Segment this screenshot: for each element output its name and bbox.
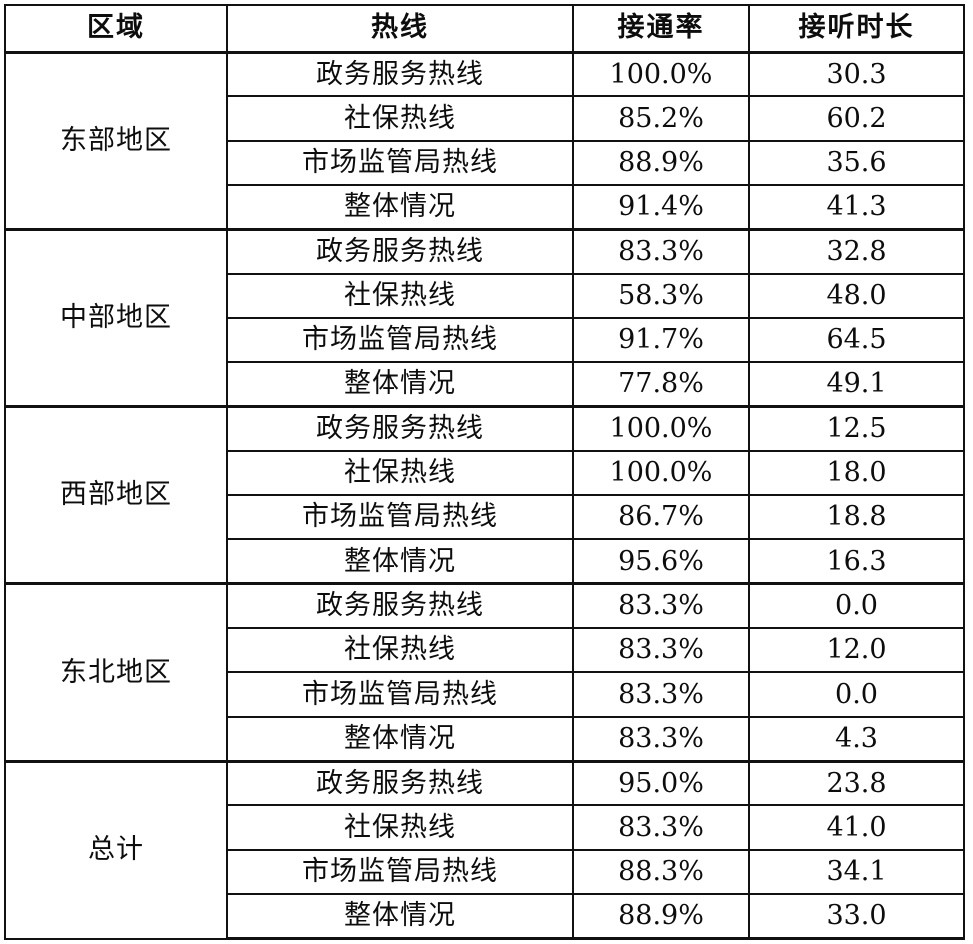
table-row: 东北地区 政务服务热线 83.3% 0.0 bbox=[4, 582, 965, 763]
connection-rate-cell: 95.0% bbox=[572, 759, 750, 807]
answer-duration-cell: 32.8 bbox=[748, 227, 965, 275]
hotline-cell: 市场监管局热线 bbox=[226, 139, 574, 186]
answer-duration-cell: 48.0 bbox=[748, 272, 965, 319]
connection-rate-cell: 83.3% bbox=[572, 627, 750, 674]
connection-rate-cell: 88.3% bbox=[572, 848, 750, 895]
region-cell: 西部地区 bbox=[4, 404, 228, 585]
hotline-cell: 社保热线 bbox=[226, 272, 574, 319]
hotline-cell: 市场监管局热线 bbox=[226, 494, 574, 541]
region-cell: 中部地区 bbox=[4, 227, 228, 408]
connection-rate-cell: 100.0% bbox=[572, 404, 750, 452]
table-row: 市场监管局热线 88.9% 35.6 bbox=[5, 139, 965, 186]
connection-rate-cell: 88.9% bbox=[572, 139, 750, 186]
answer-duration-cell: 0.0 bbox=[748, 671, 965, 718]
answer-duration-cell: 18.0 bbox=[748, 449, 965, 497]
connection-rate-cell: 83.3% bbox=[572, 227, 750, 275]
region-cell: 总计 bbox=[4, 759, 228, 940]
answer-duration-cell: 30.3 bbox=[748, 50, 965, 98]
hotline-cell: 政务服务热线 bbox=[226, 227, 574, 275]
table-row: 整体情况 88.9% 33.0 bbox=[5, 892, 965, 940]
hotline-statistics-table: 区域 热线 接通率 接听时长 东部地区 政务服务热线 100.0% 30.3 社保热线 8… bbox=[4, 4, 965, 940]
table-row: 整体情况 77.8% 49.1 bbox=[5, 361, 965, 409]
table-row: 总计 政务服务热线 95.0% 23.8 bbox=[4, 759, 965, 940]
answer-duration-cell: 16.3 bbox=[748, 538, 965, 586]
column-header-rate: 接通率 bbox=[572, 4, 750, 53]
hotline-cell: 社保热线 bbox=[226, 804, 574, 851]
hotline-cell: 整体情况 bbox=[226, 183, 574, 231]
hotline-cell: 政务服务热线 bbox=[226, 50, 574, 98]
connection-rate-cell: 91.7% bbox=[572, 316, 750, 364]
hotline-cell: 社保热线 bbox=[226, 627, 574, 674]
table-row: 市场监管局热线 86.7% 18.8 bbox=[5, 494, 965, 541]
connection-rate-cell: 83.3% bbox=[572, 671, 750, 718]
answer-duration-cell: 35.6 bbox=[748, 139, 965, 186]
table-row: 社保热线 85.2% 60.2 bbox=[5, 95, 965, 142]
answer-duration-cell: 33.0 bbox=[748, 892, 965, 940]
answer-duration-cell: 41.0 bbox=[748, 804, 965, 851]
region-cell: 东北地区 bbox=[4, 582, 228, 763]
table-row: 中部地区 政务服务热线 83.3% 32.8 bbox=[4, 227, 965, 408]
connection-rate-cell: 85.2% bbox=[572, 95, 750, 142]
table-row: 整体情况 91.4% 41.3 bbox=[5, 183, 965, 231]
table-row: 市场监管局热线 88.3% 34.1 bbox=[5, 848, 965, 895]
table-row: 市场监管局热线 83.3% 0.0 bbox=[5, 671, 965, 718]
hotline-cell: 政务服务热线 bbox=[226, 582, 574, 630]
hotline-cell: 整体情况 bbox=[226, 361, 574, 409]
hotline-cell: 市场监管局热线 bbox=[226, 316, 574, 364]
table-row: 整体情况 95.6% 16.3 bbox=[5, 538, 965, 586]
hotline-cell: 市场监管局热线 bbox=[226, 671, 574, 718]
answer-duration-cell: 0.0 bbox=[748, 582, 965, 630]
table-row: 西部地区 政务服务热线 100.0% 12.5 bbox=[4, 404, 965, 585]
hotline-cell: 政务服务热线 bbox=[226, 404, 574, 452]
column-header-region: 区域 bbox=[4, 4, 228, 53]
answer-duration-cell: 4.3 bbox=[748, 715, 965, 763]
table-row: 整体情况 83.3% 4.3 bbox=[5, 715, 965, 763]
connection-rate-cell: 58.3% bbox=[572, 272, 750, 319]
connection-rate-cell: 100.0% bbox=[572, 449, 750, 497]
answer-duration-cell: 12.5 bbox=[748, 404, 965, 452]
table-row: 东部地区 政务服务热线 100.0% 30.3 bbox=[4, 50, 965, 231]
answer-duration-cell: 64.5 bbox=[748, 316, 965, 364]
hotline-cell: 社保热线 bbox=[226, 449, 574, 497]
connection-rate-cell: 100.0% bbox=[572, 50, 750, 98]
column-header-duration: 接听时长 bbox=[748, 4, 965, 53]
hotline-cell: 整体情况 bbox=[226, 715, 574, 763]
connection-rate-cell: 83.3% bbox=[572, 582, 750, 630]
answer-duration-cell: 41.3 bbox=[748, 183, 965, 231]
column-header-hotline: 热线 bbox=[226, 4, 574, 53]
table-row: 社保热线 100.0% 18.0 bbox=[5, 449, 965, 497]
connection-rate-cell: 88.9% bbox=[572, 892, 750, 940]
connection-rate-cell: 83.3% bbox=[572, 715, 750, 763]
hotline-cell: 市场监管局热线 bbox=[226, 848, 574, 895]
answer-duration-cell: 12.0 bbox=[748, 627, 965, 674]
hotline-cell: 整体情况 bbox=[226, 538, 574, 586]
table-header: 区域 热线 接通率 接听时长 bbox=[4, 4, 965, 53]
connection-rate-cell: 77.8% bbox=[572, 361, 750, 409]
connection-rate-cell: 91.4% bbox=[572, 183, 750, 231]
connection-rate-cell: 95.6% bbox=[572, 538, 750, 586]
connection-rate-cell: 86.7% bbox=[572, 494, 750, 541]
answer-duration-cell: 34.1 bbox=[748, 848, 965, 895]
connection-rate-cell: 83.3% bbox=[572, 804, 750, 851]
answer-duration-cell: 60.2 bbox=[748, 95, 965, 142]
table-row: 社保热线 83.3% 41.0 bbox=[5, 804, 965, 851]
answer-duration-cell: 23.8 bbox=[748, 759, 965, 807]
answer-duration-cell: 18.8 bbox=[748, 494, 965, 541]
hotline-cell: 政务服务热线 bbox=[226, 759, 574, 807]
region-cell: 东部地区 bbox=[4, 50, 228, 231]
table-row: 市场监管局热线 91.7% 64.5 bbox=[5, 316, 965, 364]
header-row: 区域 热线 接通率 接听时长 bbox=[4, 4, 965, 53]
hotline-cell: 社保热线 bbox=[226, 95, 574, 142]
table-row: 社保热线 83.3% 12.0 bbox=[5, 627, 965, 674]
hotline-cell: 整体情况 bbox=[226, 892, 574, 940]
answer-duration-cell: 49.1 bbox=[748, 361, 965, 409]
table-row: 社保热线 58.3% 48.0 bbox=[5, 272, 965, 319]
table-body: 东部地区 政务服务热线 100.0% 30.3 社保热线 85.2% 60.2 市场监管局热线… bbox=[4, 50, 965, 940]
